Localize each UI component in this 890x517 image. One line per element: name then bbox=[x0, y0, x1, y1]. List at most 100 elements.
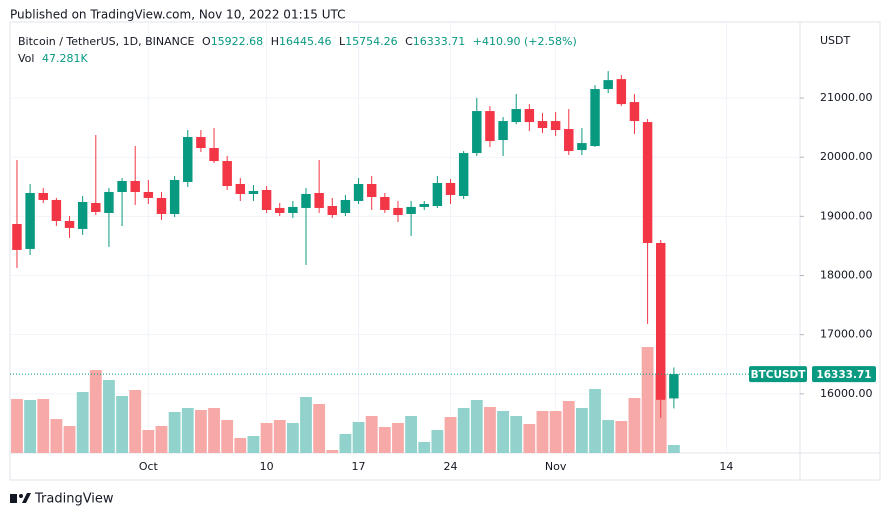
candle-body bbox=[642, 122, 653, 243]
ohlc-letter: O bbox=[202, 35, 211, 48]
volume-bar bbox=[352, 422, 365, 453]
candle-body bbox=[314, 192, 324, 208]
candle-body bbox=[406, 206, 416, 214]
candle-body bbox=[183, 137, 193, 182]
volume-bar bbox=[116, 395, 128, 453]
candle-body bbox=[458, 153, 469, 197]
y-tick-label: 20000.00 bbox=[820, 150, 873, 163]
candle-body bbox=[419, 203, 429, 207]
close-value: 16333.71 bbox=[413, 35, 466, 48]
ticker-label: BTCUSDT bbox=[751, 369, 807, 381]
volume-bar bbox=[103, 380, 115, 453]
candle-body bbox=[301, 193, 311, 208]
volume-bar bbox=[11, 399, 23, 453]
volume-bar bbox=[142, 430, 155, 453]
volume-bar bbox=[405, 415, 418, 453]
volume-bar bbox=[339, 433, 352, 453]
volume-bar bbox=[523, 424, 536, 453]
candle-body bbox=[274, 207, 285, 213]
volume-bar bbox=[457, 408, 470, 453]
volume-bar bbox=[129, 390, 142, 453]
volume-bar bbox=[667, 445, 680, 453]
pane-frame bbox=[9, 21, 881, 481]
candle-body bbox=[51, 199, 62, 221]
volume-bar bbox=[378, 426, 391, 453]
candle-body bbox=[288, 206, 298, 213]
y-tick-label: 21000.00 bbox=[820, 91, 873, 104]
ohlc-letter: L bbox=[339, 35, 346, 48]
volume-bar bbox=[365, 415, 378, 453]
candle-body bbox=[91, 202, 101, 212]
volume-last: 47.281K bbox=[42, 52, 88, 65]
candle-body bbox=[117, 180, 127, 192]
volume-bar bbox=[273, 420, 286, 453]
candle-body bbox=[235, 183, 246, 194]
y-tick-label: 17000.00 bbox=[820, 328, 873, 341]
ohlc-letter: C bbox=[405, 35, 413, 48]
candle-body bbox=[669, 374, 679, 399]
candle-body bbox=[537, 121, 548, 129]
candle-body bbox=[485, 111, 495, 142]
ticker-tag bbox=[749, 366, 807, 383]
candle-body bbox=[222, 161, 232, 187]
candle-body bbox=[629, 102, 640, 122]
candle-body bbox=[511, 109, 521, 123]
candle-body bbox=[577, 143, 587, 151]
candle-body bbox=[366, 183, 377, 198]
candle-body bbox=[603, 80, 613, 90]
candle-body bbox=[432, 182, 443, 207]
x-tick-label: 24 bbox=[444, 460, 458, 473]
high-value: 16445.46 bbox=[279, 35, 332, 48]
y-tick-label: 18000.00 bbox=[820, 269, 873, 282]
change-value: +410.90 (+2.58%) bbox=[473, 35, 577, 48]
volume-bar bbox=[484, 406, 496, 453]
y-tick-label: 19000.00 bbox=[820, 209, 873, 222]
volume-bar bbox=[89, 370, 102, 453]
logo-slash bbox=[22, 493, 31, 503]
candle-body bbox=[25, 192, 35, 249]
volume-bar bbox=[444, 416, 457, 453]
volume-bar bbox=[155, 425, 168, 453]
logo-dot bbox=[19, 494, 23, 498]
volume-name: Vol bbox=[18, 52, 34, 65]
x-tick-label: Nov bbox=[545, 460, 567, 473]
ohlc-letter: H bbox=[271, 35, 279, 48]
candle-body bbox=[104, 191, 114, 213]
candle-body bbox=[77, 201, 88, 229]
volume-bar bbox=[168, 412, 181, 453]
legend-line: Bitcoin / TetherUS, 1D, BINANCE O15922.6… bbox=[18, 35, 577, 48]
symbol: Bitcoin / TetherUS, 1D, BINANCE bbox=[18, 35, 195, 48]
candle-body bbox=[130, 180, 140, 192]
candle-body bbox=[156, 197, 167, 214]
volume-bar bbox=[260, 423, 273, 453]
volume-bar bbox=[286, 423, 299, 453]
volume-bar bbox=[536, 411, 549, 453]
volume-bar bbox=[510, 415, 523, 453]
candle-body bbox=[340, 199, 351, 213]
candle-body bbox=[616, 79, 627, 105]
candle-body bbox=[38, 192, 48, 200]
volume-bar bbox=[181, 408, 194, 453]
volume-bar bbox=[641, 347, 654, 453]
candle-body bbox=[445, 182, 456, 195]
plot: 16000.00 17000.00 18000.00 19000.00 20000.00… bbox=[9, 21, 881, 481]
candle-body bbox=[393, 207, 403, 215]
volume-bar bbox=[247, 435, 260, 453]
x-tick-label: 14 bbox=[719, 460, 733, 473]
candle-body bbox=[248, 190, 259, 194]
open-value: 15922.68 bbox=[211, 35, 264, 48]
candle-body bbox=[564, 129, 574, 152]
volume-bar bbox=[602, 420, 615, 453]
volume-bar bbox=[431, 430, 444, 453]
candle-body bbox=[472, 111, 482, 154]
candle-body bbox=[169, 179, 180, 214]
candle-body bbox=[380, 197, 390, 210]
candle-body bbox=[353, 183, 364, 201]
candle-body bbox=[590, 89, 600, 147]
price-tag-label: 16333.71 bbox=[816, 369, 871, 381]
candle-body bbox=[656, 242, 666, 400]
volume-bar bbox=[221, 420, 234, 453]
volume-bar bbox=[63, 425, 76, 453]
volume-bar bbox=[615, 421, 628, 453]
